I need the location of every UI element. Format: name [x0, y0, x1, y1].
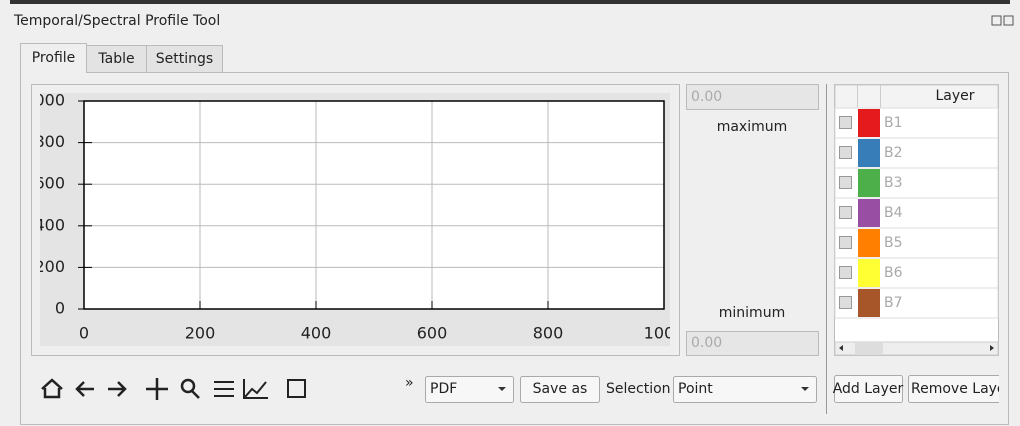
forward-icon[interactable] [108, 381, 127, 397]
x-tick-label: 0 [79, 324, 89, 343]
pan-icon[interactable] [146, 378, 168, 400]
maximum-value: 0.00 [691, 89, 722, 105]
tab[interactable] [20, 43, 87, 73]
x-tick-label: 400 [301, 324, 332, 343]
x-tick-label: 1000 [644, 324, 685, 343]
y-tick-label: 400 [34, 215, 65, 234]
top-strip [10, 0, 1010, 4]
checkbox[interactable] [839, 176, 852, 189]
plot-border [83, 100, 665, 310]
color-swatch[interactable] [858, 109, 880, 137]
add-layer-button[interactable] [834, 375, 903, 403]
minimum-value: 0.00 [691, 335, 722, 351]
overflow-icon[interactable]: » [405, 375, 414, 391]
plot-area [84, 101, 664, 309]
color-swatch[interactable] [858, 139, 880, 167]
tab[interactable] [146, 45, 223, 73]
selection-combo[interactable] [673, 376, 817, 403]
minimum-label: minimum [719, 305, 785, 321]
layer-header: Layer [935, 88, 974, 104]
y-tick-label: 200 [34, 257, 65, 276]
checkbox[interactable] [839, 236, 852, 249]
selection-label: Selection [606, 381, 671, 397]
add-layer-label: Add Layer [833, 381, 904, 397]
format-combo[interactable] [425, 376, 514, 403]
remove-layer-label: Remove Layer [911, 381, 1012, 397]
window-title: Temporal/Spectral Profile Tool [13, 13, 220, 29]
home-icon[interactable] [41, 378, 63, 399]
color-swatch[interactable] [858, 229, 880, 257]
color-swatch[interactable] [858, 259, 880, 287]
checkbox[interactable] [839, 116, 852, 129]
layer-name: B4 [884, 205, 903, 221]
tab[interactable] [86, 45, 147, 73]
float-button[interactable] [991, 15, 1002, 26]
checkbox[interactable] [839, 296, 852, 309]
remove-layer-button[interactable] [908, 375, 1005, 403]
y-tick-label: 0 [55, 299, 65, 318]
save-button[interactable] [520, 376, 600, 403]
selection-value: Point [678, 381, 713, 397]
combo-arrow [498, 387, 506, 391]
maximum-label: maximum [717, 119, 788, 135]
color-swatch[interactable] [858, 169, 880, 197]
minimum-spinbox[interactable] [686, 331, 819, 356]
tab-label: Profile [32, 50, 76, 66]
combo-arrow [801, 387, 809, 391]
checkbox[interactable] [839, 206, 852, 219]
close-button[interactable] [1003, 15, 1014, 26]
layer-name: B5 [884, 235, 903, 251]
y-tick-label: 1000 [24, 91, 65, 110]
axes-icon[interactable] [243, 379, 268, 399]
save-label: Save as [533, 381, 588, 397]
scroll-handle[interactable] [855, 343, 883, 354]
layer-name: B7 [884, 295, 903, 311]
maximum-spinbox[interactable] [686, 84, 819, 110]
x-tick-label: 600 [417, 324, 448, 343]
configure-icon[interactable] [214, 381, 234, 397]
zoom-icon[interactable] [180, 378, 196, 394]
x-tick-label: 800 [533, 324, 564, 343]
back-icon[interactable] [75, 381, 94, 397]
save-icon[interactable] [287, 379, 306, 398]
format-value: PDF [430, 381, 457, 397]
checkbox[interactable] [839, 146, 852, 159]
tab-label: Table [97, 51, 134, 67]
checkbox[interactable] [839, 266, 852, 279]
tab-label: Settings [156, 51, 213, 67]
layer-name: B1 [884, 115, 903, 131]
remove-layer-wrap: Remove Layer [908, 375, 1012, 403]
y-tick-label: 800 [34, 132, 65, 151]
color-swatch[interactable] [858, 199, 880, 227]
color-swatch[interactable] [858, 289, 880, 317]
layer-name: B3 [884, 175, 903, 191]
layer-name: B6 [884, 265, 903, 281]
zoom-handle [191, 390, 200, 399]
x-tick-label: 200 [185, 324, 216, 343]
layer-name: B2 [884, 145, 903, 161]
y-tick-label: 600 [34, 174, 65, 193]
